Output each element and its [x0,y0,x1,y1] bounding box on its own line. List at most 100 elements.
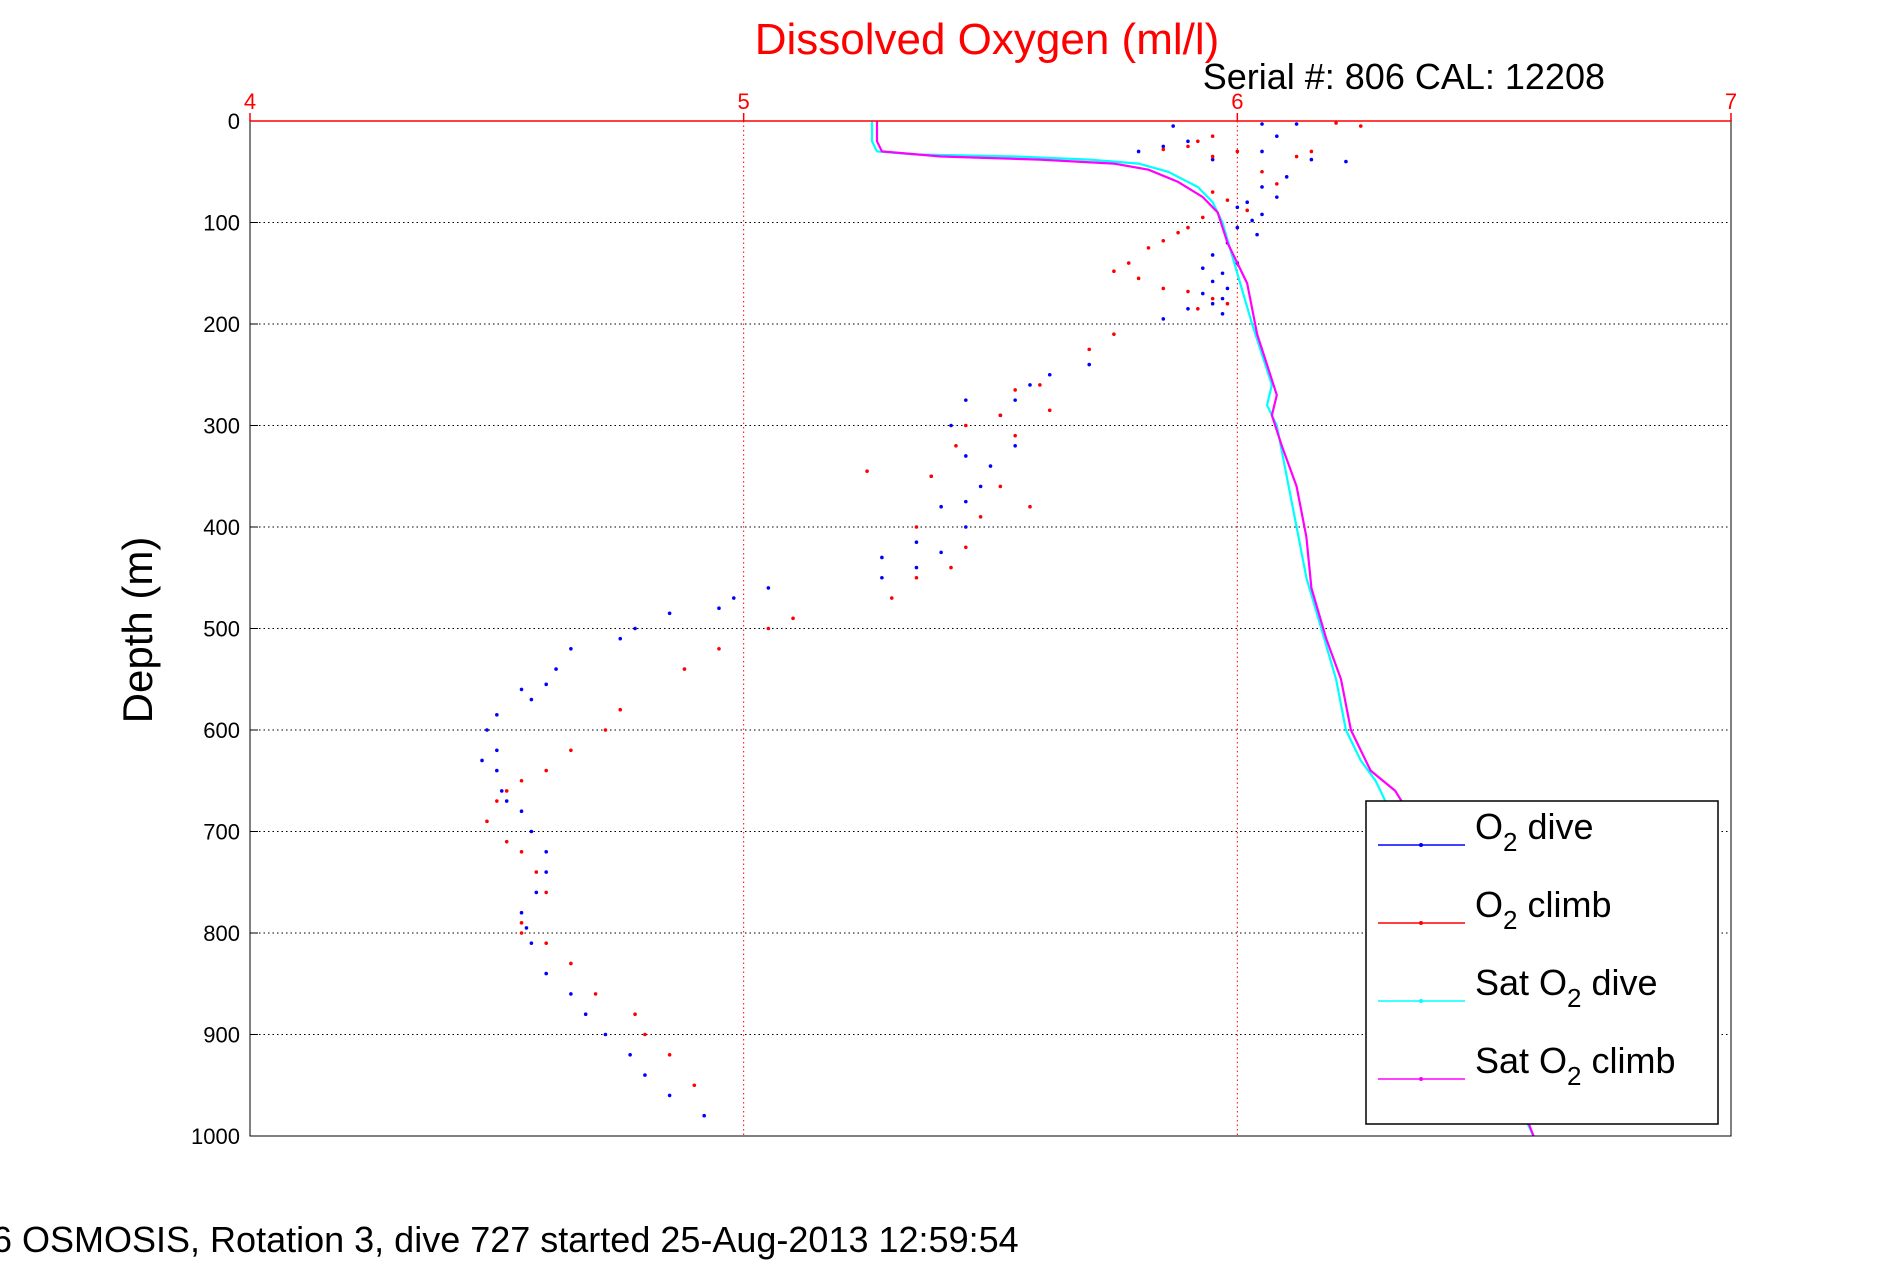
data-point [667,611,672,616]
data-point [485,728,489,732]
data-point [504,799,509,803]
data-point [667,1053,672,1057]
data-point [1225,286,1230,291]
data-point [544,941,548,945]
data-point [988,464,993,468]
data-point [1038,383,1042,387]
data-point [766,586,771,590]
data-point [1028,504,1032,509]
legend-swatch-marker [1419,921,1423,925]
data-point [519,931,524,935]
data-point [1047,408,1052,413]
data-point [1210,253,1215,257]
data-point [519,921,524,925]
y-tick-label: 0 [228,109,240,134]
data-point [1235,225,1240,230]
data-point [628,1053,632,1057]
data-point [1260,149,1264,154]
data-point [1161,147,1166,152]
data-point [1087,362,1092,367]
data-point [480,758,484,763]
data-point [1245,208,1250,213]
data-point [880,555,884,560]
data-point [519,910,524,915]
axis-ticks: 4 5 6 7 0 100 200 300 400 500 600 700 800 900 1000 [191,89,1737,1149]
legend-swatch-marker [1419,1077,1423,1081]
data-point [731,596,736,600]
data-point [1275,182,1279,186]
data-point [1220,312,1225,316]
y-tick-label: 200 [203,312,240,337]
data-point [1161,286,1166,291]
data-point [1255,232,1259,237]
y-axis-label: Depth (m) [114,537,161,724]
data-point [1260,122,1264,126]
data-point [1013,433,1017,438]
data-point [998,413,1003,418]
data-point [1196,139,1200,144]
x-tick-label: 5 [738,89,750,114]
data-point [633,1012,637,1016]
data-point [1294,154,1299,159]
data-point [485,819,489,824]
data-point [889,596,894,600]
data-point [1358,124,1363,128]
data-point [1013,388,1017,392]
data-point [692,1083,697,1088]
data-point [702,1113,706,1118]
data-point [1220,271,1225,276]
data-point [519,850,524,854]
data-point [914,540,919,545]
data-point [593,992,598,996]
series-o2-climb [485,121,1363,1088]
legend-box [1365,800,1719,1125]
data-point [554,667,558,671]
data-point [495,712,499,717]
data-point [1210,190,1215,194]
data-point [1112,269,1116,274]
series-sat-o2-dive [870,121,1535,1137]
data-point [1210,157,1215,162]
data-point [1200,291,1205,296]
data-point [504,789,509,793]
data-point [998,484,1003,489]
y-tick-label: 1000 [191,1124,240,1149]
y-tick-label: 400 [203,515,240,540]
data-point [1210,296,1215,301]
data-point [1210,301,1215,306]
data-point [1309,157,1314,162]
data-point [1235,149,1240,154]
data-point [964,398,968,402]
data-point [1087,347,1092,352]
data-point [1146,246,1151,250]
data-point [791,616,795,621]
data-point [603,1032,608,1037]
data-point [1200,215,1205,220]
data-point [1176,230,1180,235]
data-point [1245,200,1250,204]
chart-title: Dissolved Oxygen (ml/l) [755,15,1220,64]
data-point [529,697,534,702]
series-line-sat-o2-dive [870,121,1535,1137]
data-point [914,525,919,529]
data-point [504,839,509,844]
data-point [1013,444,1017,448]
data-point [1284,175,1289,179]
data-point [1309,149,1314,154]
data-point [495,768,499,773]
data-point [1210,279,1215,284]
data-point [1136,276,1141,281]
y-tick-label: 600 [203,718,240,743]
data-point [1186,139,1190,144]
legend: O2 dive O2 climb Sat O2 dive Sat O2 climb [1365,800,1719,1125]
data-point [618,636,623,641]
data-point [544,971,548,976]
data-point [618,707,623,712]
data-point [1260,212,1264,217]
data-point [519,687,524,692]
data-point [519,778,524,783]
data-point [529,829,534,834]
data-point [534,890,539,895]
data-point [519,809,524,813]
data-point [949,423,953,428]
